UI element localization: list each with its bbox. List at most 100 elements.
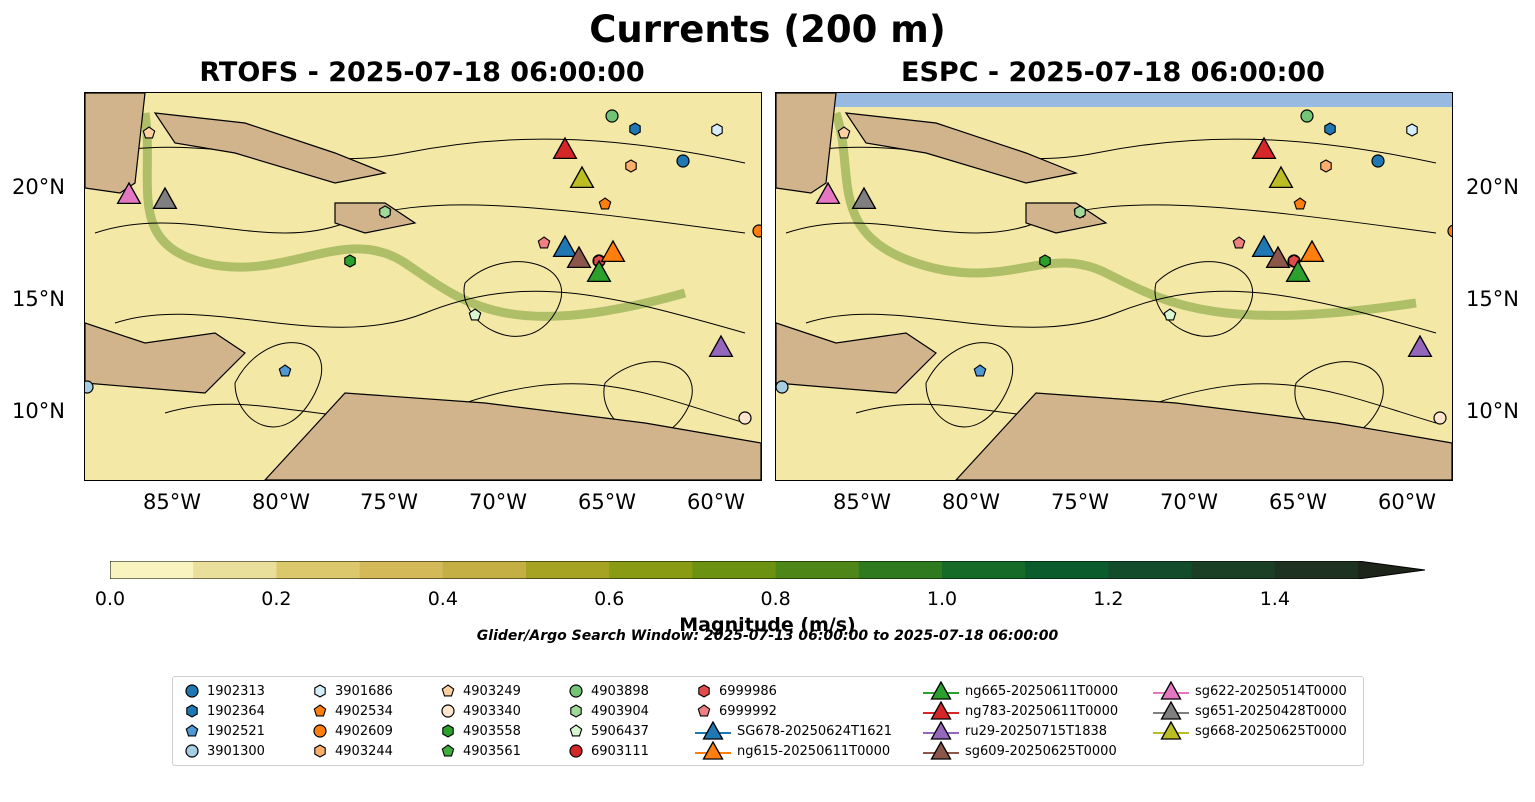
legend-label: ng615-20250611T0000 — [737, 743, 891, 759]
legend-label: sg651-20250428T0000 — [1195, 703, 1347, 719]
legend-item: 1902521 — [183, 721, 265, 741]
legend-item: 5906437 — [567, 721, 649, 741]
lat-tick-label: 10°N — [12, 399, 65, 423]
platform-marker-SG678-20250624T1621 — [1251, 234, 1277, 258]
lat-tick-label: 15°N — [12, 287, 65, 311]
platform-marker-4903904 — [1074, 205, 1086, 219]
platform-marker-sg609-20250625T0000 — [566, 245, 592, 269]
platform-marker-4903558 — [344, 254, 356, 268]
colorbar-segment — [276, 561, 361, 579]
platform-marker-4902534 — [1293, 197, 1307, 210]
lon-tick-label: 85°W — [833, 490, 891, 514]
legend-marker-icon — [314, 684, 326, 698]
legend-marker-icon — [313, 724, 327, 738]
legend-item: 4903249 — [439, 681, 521, 701]
legend-marker-icon — [569, 724, 583, 737]
legend-marker-icon — [569, 744, 583, 758]
legend-marker-icon — [570, 704, 582, 718]
platform-marker-4902609 — [752, 224, 761, 238]
legend-label: 4903244 — [335, 743, 393, 759]
legend-item: ng783-20250611T0000 — [923, 701, 1118, 721]
platform-marker-1902313 — [1371, 154, 1385, 168]
colorbar-tick-label: 0.2 — [261, 588, 292, 610]
lat-tick-label: 20°N — [12, 175, 65, 199]
legend-marker-icon — [185, 724, 199, 737]
legend-label: 4903340 — [463, 703, 521, 719]
legend-marker-icon — [923, 741, 959, 760]
legend-marker-icon — [185, 744, 199, 758]
colorbar — [109, 560, 1426, 580]
colorbar-segment — [1274, 561, 1359, 579]
colorbar-label: Magnitude (m/s) — [679, 614, 856, 636]
rtofs-current-map[interactable] — [84, 92, 762, 481]
platform-marker-sg609-20250625T0000 — [1265, 245, 1291, 269]
legend-label: 1902521 — [207, 723, 265, 739]
lat-tick-label: 10°N — [1466, 399, 1519, 423]
streamline — [104, 138, 746, 164]
legend-label: SG678-20250624T1621 — [737, 723, 893, 739]
legend-label: 6903111 — [591, 743, 649, 759]
legend-item: 4903561 — [439, 741, 521, 761]
legend-label: 4903558 — [463, 723, 521, 739]
colorbar-segment — [1191, 561, 1276, 579]
legend-item: 1902313 — [183, 681, 265, 701]
colorbar-segment — [1025, 561, 1109, 579]
legend-item: sg668-20250625T0000 — [1153, 721, 1347, 741]
platform-marker-3901300 — [776, 380, 789, 394]
land-mass — [153, 112, 388, 184]
colorbar-segment — [526, 561, 610, 579]
colorbar-tick-label: 1.0 — [926, 588, 958, 610]
legend-label: 6999992 — [719, 703, 777, 719]
legend-item: 4903898 — [567, 681, 649, 701]
land-mass — [776, 93, 837, 194]
legend-marker-icon — [923, 681, 959, 700]
platform-marker-ng615-20250611T0000 — [1299, 239, 1325, 263]
legend-marker-icon — [1153, 681, 1189, 700]
platform-marker-4903904 — [379, 205, 391, 219]
legend-label: 4902534 — [335, 703, 393, 719]
platform-marker-1902521 — [973, 364, 987, 377]
espc-current-map[interactable] — [775, 92, 1453, 481]
platform-marker-ng615-20250611T0000 — [600, 239, 626, 263]
legend-marker-icon — [186, 704, 198, 718]
platform-marker-4903340 — [738, 411, 752, 425]
legend-marker-icon — [695, 721, 731, 740]
colorbar-segment — [110, 561, 194, 579]
platform-marker-6999992 — [1232, 236, 1246, 249]
legend-label: 4903561 — [463, 743, 521, 759]
platform-marker-1902364 — [1324, 122, 1336, 136]
legend-label: ng783-20250611T0000 — [965, 703, 1119, 719]
lat-tick-label: 15°N — [1466, 287, 1519, 311]
lon-tick-label: 80°W — [942, 490, 1000, 514]
legend-label: 4903898 — [591, 683, 649, 699]
streamline — [603, 361, 693, 437]
land-mass — [955, 392, 1452, 480]
current-jet — [140, 112, 687, 321]
land-mass — [85, 93, 146, 194]
legend-item: 4903340 — [439, 701, 521, 721]
platform-marker-4903558 — [1039, 254, 1051, 268]
colorbar-extend-arrow — [1358, 561, 1425, 579]
streamline — [114, 290, 746, 334]
platform-marker-4903340 — [1433, 411, 1447, 425]
platform-marker-sg651-20250428T0000 — [152, 186, 178, 210]
legend-marker-icon — [442, 724, 454, 738]
platform-marker-4903898 — [1300, 109, 1314, 123]
colorbar-segment — [775, 561, 860, 579]
legend-item: 4902609 — [311, 721, 393, 741]
lon-tick-label: 65°W — [578, 490, 636, 514]
lon-tick-label: 60°W — [687, 490, 745, 514]
platform-marker-1902521 — [278, 364, 292, 377]
legend-label: ng665-20250611T0000 — [965, 683, 1119, 699]
legend-item: ru29-20250715T1838 — [923, 721, 1118, 741]
legend-marker-icon — [923, 701, 959, 720]
legend-label: ru29-20250715T1838 — [965, 723, 1108, 739]
legend-label: 4903249 — [463, 683, 521, 699]
colorbar-segment — [1108, 561, 1193, 579]
search-window-text: Glider/Argo Search Window: 2025-07-13 06… — [476, 628, 1059, 644]
legend-marker-icon — [441, 684, 455, 697]
platform-marker-sg622-20250514T0000 — [815, 181, 841, 205]
platform-marker-4903249 — [142, 126, 156, 139]
colorbar-tick-label: 1.2 — [1093, 588, 1124, 610]
legend-label: 6999986 — [719, 683, 777, 699]
